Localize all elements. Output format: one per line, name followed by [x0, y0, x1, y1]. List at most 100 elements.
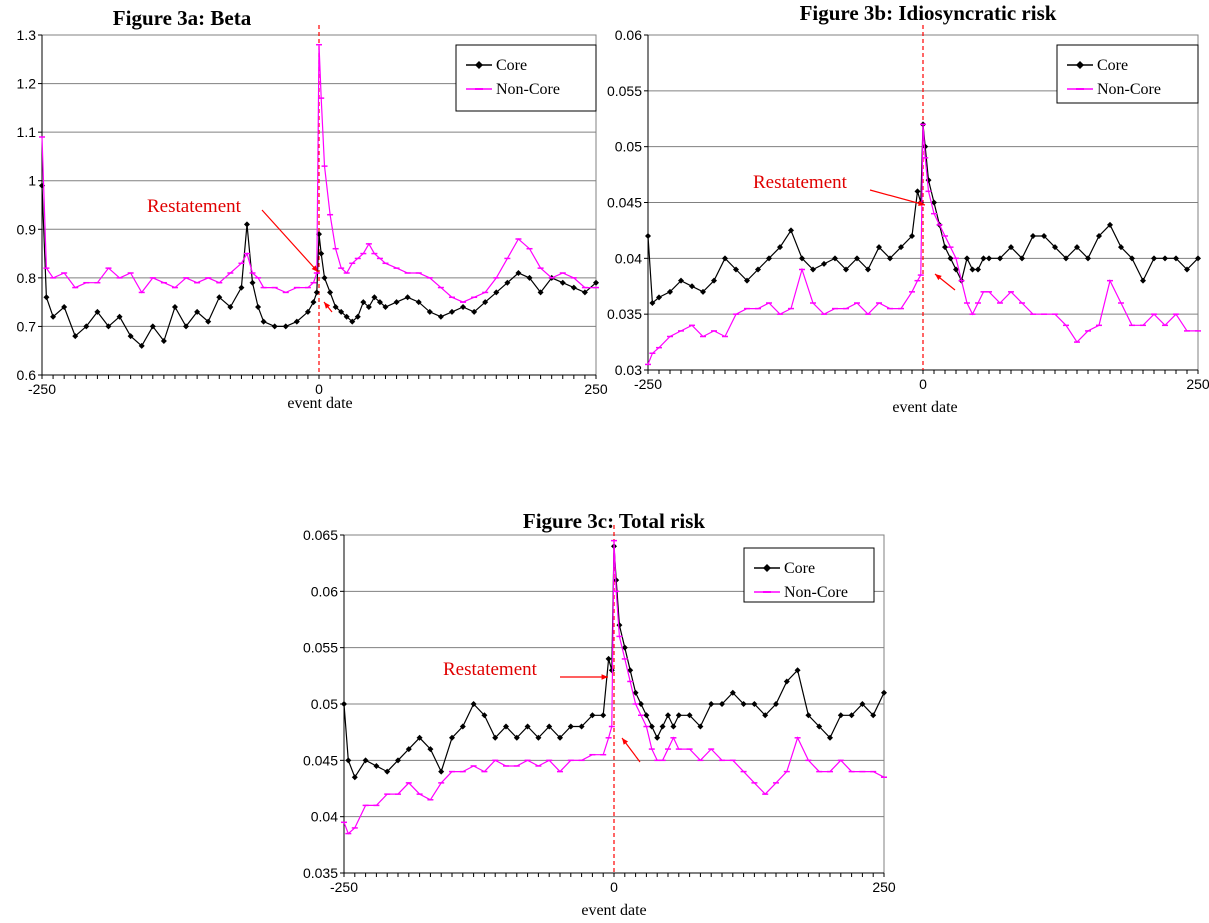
x-tick-label: 250	[872, 879, 896, 895]
data-point	[310, 299, 317, 306]
data-point	[243, 221, 250, 228]
data-point	[729, 689, 736, 696]
data-point	[393, 299, 400, 306]
data-point	[678, 277, 684, 284]
data-point	[194, 308, 201, 315]
chart-title: Figure 3b: Idiosyncratic risk	[800, 1, 1057, 25]
data-point	[371, 294, 378, 301]
data-point	[160, 338, 167, 344]
data-point	[83, 323, 90, 330]
data-point	[513, 734, 520, 741]
data-point	[362, 757, 369, 764]
data-point	[321, 274, 328, 281]
data-point	[384, 768, 391, 775]
data-point	[914, 188, 921, 195]
data-point	[922, 143, 929, 150]
data-point	[816, 723, 823, 730]
data-point	[593, 279, 599, 286]
data-point	[700, 288, 706, 295]
y-tick-label: 0.8	[17, 270, 37, 286]
data-point	[980, 255, 987, 262]
data-point	[649, 300, 656, 306]
data-point	[50, 313, 57, 320]
data-point	[854, 255, 860, 262]
data-point	[1118, 244, 1124, 251]
data-point	[43, 294, 50, 301]
data-point	[865, 266, 871, 273]
y-tick-label: 0.03	[615, 362, 642, 378]
data-point	[470, 701, 477, 707]
y-tick-label: 0.055	[303, 640, 338, 656]
y-tick-label: 0.04	[615, 250, 642, 266]
x-axis-label: event date	[581, 902, 646, 919]
data-point	[667, 288, 673, 295]
data-point	[503, 723, 509, 730]
legend-label: Core	[496, 57, 527, 74]
data-point	[471, 308, 478, 315]
data-point	[1041, 233, 1047, 239]
y-tick-label: 1.1	[17, 124, 37, 140]
chart-title: Figure 3a: Beta	[113, 6, 252, 30]
y-tick-label: 0.06	[311, 583, 338, 599]
data-point	[437, 313, 444, 320]
data-point	[876, 244, 882, 251]
y-tick-label: 0.9	[17, 221, 37, 237]
data-point	[689, 283, 695, 290]
data-point	[327, 289, 334, 296]
data-point	[535, 734, 542, 741]
data-point	[697, 723, 704, 730]
legend-marker	[475, 61, 483, 69]
annotation-label: Restatement	[753, 172, 848, 193]
data-point	[341, 701, 347, 707]
data-point	[762, 712, 769, 719]
data-point	[537, 289, 544, 296]
annotation-arrowhead	[311, 265, 318, 272]
y-tick-label: 1.2	[17, 76, 37, 92]
data-point	[997, 255, 1003, 262]
data-point	[777, 244, 783, 251]
data-point	[964, 255, 970, 262]
legend-marker	[1076, 61, 1084, 69]
x-tick-label: -250	[28, 381, 56, 397]
data-point	[675, 712, 682, 719]
data-point	[1008, 244, 1014, 251]
data-point	[881, 689, 887, 696]
data-point	[338, 308, 345, 315]
data-point	[1085, 255, 1091, 262]
data-point	[382, 304, 389, 310]
data-point	[621, 644, 628, 651]
data-point	[227, 304, 234, 310]
data-point	[632, 689, 639, 696]
data-point	[1195, 255, 1201, 262]
data-point	[405, 746, 412, 753]
data-point	[887, 255, 893, 262]
y-tick-label: 0.05	[615, 139, 642, 155]
data-point	[1052, 244, 1058, 251]
data-point	[345, 757, 352, 764]
data-point	[332, 304, 339, 310]
data-point	[708, 701, 715, 707]
data-point	[404, 294, 411, 301]
annotation-arrowhead	[622, 738, 629, 745]
data-point	[859, 701, 866, 707]
chart-title: Figure 3c: Total risk	[523, 509, 706, 533]
data-point	[719, 701, 725, 707]
data-point	[1063, 255, 1069, 262]
y-tick-label: 0.06	[615, 27, 642, 43]
legend-label: Non-Core	[784, 584, 848, 601]
data-point	[171, 304, 178, 310]
chart-beta: Figure 3a: Beta event date 0.6 0.7 0.8 0.9 1…	[17, 6, 608, 412]
data-point	[605, 655, 612, 662]
data-point	[686, 712, 693, 719]
chart-idiosyncratic-risk: Figure 3b: Idiosyncratic risk event date…	[607, 1, 1209, 416]
data-point	[138, 342, 145, 349]
data-point	[127, 333, 134, 340]
data-point	[524, 723, 531, 730]
annotation-arrowhead	[601, 674, 608, 680]
annotation-label: Restatement	[443, 659, 538, 680]
data-point	[460, 304, 467, 310]
data-point	[72, 333, 79, 340]
annotation-arrow	[869, 189, 926, 206]
data-point	[282, 323, 289, 330]
